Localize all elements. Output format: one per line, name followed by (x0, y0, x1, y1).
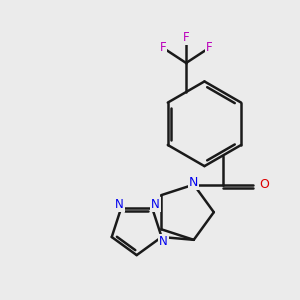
Text: O: O (260, 178, 269, 191)
Text: F: F (206, 41, 213, 54)
Text: F: F (159, 41, 166, 54)
Text: F: F (183, 32, 189, 44)
Text: N: N (159, 236, 168, 248)
Text: N: N (189, 176, 198, 189)
Text: N: N (115, 198, 124, 211)
Text: N: N (151, 198, 160, 211)
